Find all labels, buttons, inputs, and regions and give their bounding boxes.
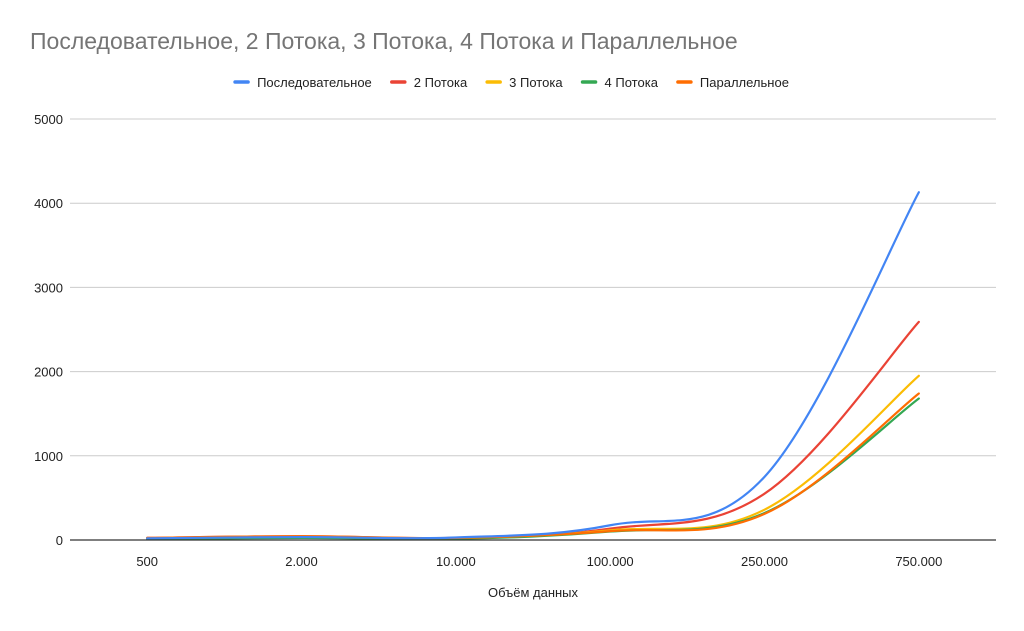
x-tick-label: 500 <box>136 554 158 569</box>
y-tick-label: 2000 <box>34 365 63 380</box>
legend-item[interactable]: Последовательное <box>233 75 372 90</box>
series-lines <box>146 191 920 541</box>
series-line <box>146 392 920 540</box>
legend-item[interactable]: Параллельное <box>676 75 789 90</box>
x-tick-label: 750.000 <box>895 554 942 569</box>
y-tick-label: 1000 <box>34 449 63 464</box>
x-axis-title: Объём данных <box>488 585 579 600</box>
series-line <box>146 320 920 540</box>
gridlines <box>70 118 996 457</box>
chart-title: Последовательное, 2 Потока, 3 Потока, 4 … <box>30 28 738 54</box>
legend-label: 2 Потока <box>414 75 468 90</box>
y-tick-label: 5000 <box>34 112 63 127</box>
series-line <box>146 397 920 541</box>
legend-item[interactable]: 2 Потока <box>390 75 468 90</box>
legend-label: Последовательное <box>257 75 372 90</box>
x-tick-label: 2.000 <box>285 554 318 569</box>
legend-label: 3 Потока <box>509 75 563 90</box>
series-line <box>146 191 920 540</box>
y-tick-label: 0 <box>56 533 63 548</box>
x-tick-label: 100.000 <box>587 554 634 569</box>
legend-label: Параллельное <box>700 75 789 90</box>
x-tick-label: 10.000 <box>436 554 476 569</box>
y-tick-label: 4000 <box>34 196 63 211</box>
y-axis-ticks: 0 1000 2000 3000 4000 5000 <box>34 112 63 548</box>
x-axis-ticks: 500 2.000 10.000 100.000 250.000 750.000 <box>136 554 942 569</box>
legend-item[interactable]: 3 Потока <box>485 75 563 90</box>
legend: Последовательное 2 Потока 3 Потока 4 Потока… <box>233 75 789 90</box>
series-line <box>146 374 920 540</box>
y-tick-label: 3000 <box>34 280 63 295</box>
x-tick-label: 250.000 <box>741 554 788 569</box>
legend-label: 4 Потока <box>605 75 659 90</box>
legend-item[interactable]: 4 Потока <box>580 75 659 90</box>
